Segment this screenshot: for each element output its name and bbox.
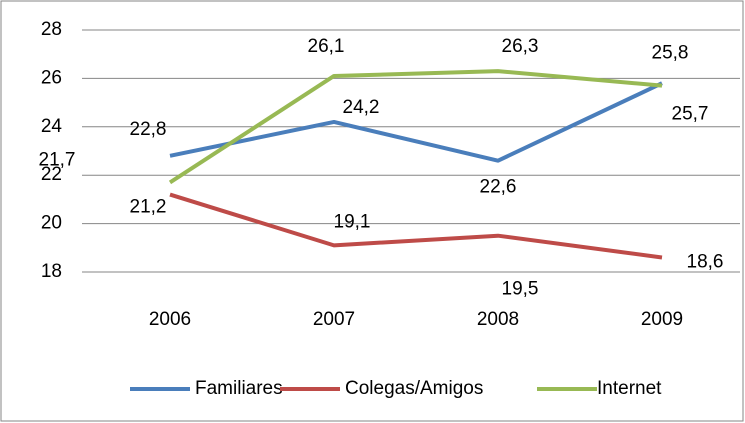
data-label: 19,5 bbox=[502, 279, 539, 300]
data-label: 21,7 bbox=[39, 149, 76, 170]
legend-label: Colegas/Amigos bbox=[345, 378, 483, 399]
series-line bbox=[168, 69, 663, 185]
x-tick-label: 2006 bbox=[149, 309, 191, 330]
x-tick-label: 2008 bbox=[477, 309, 519, 330]
series-line bbox=[169, 192, 663, 260]
data-label: 25,8 bbox=[652, 42, 689, 63]
data-label: 25,7 bbox=[672, 104, 709, 125]
x-tick-label: 2009 bbox=[641, 309, 683, 330]
x-tick-label: 2007 bbox=[313, 309, 355, 330]
data-label: 22,6 bbox=[480, 177, 517, 198]
data-label: 26,1 bbox=[308, 36, 345, 57]
legend-label: Internet bbox=[597, 378, 662, 399]
data-label: 19,1 bbox=[334, 211, 371, 232]
data-label: 26,3 bbox=[502, 36, 539, 57]
data-label: 24,2 bbox=[343, 97, 380, 118]
y-tick-label: 22 bbox=[41, 164, 62, 185]
series-line bbox=[169, 81, 663, 163]
data-label: 18,6 bbox=[687, 251, 724, 272]
data-label: 21,2 bbox=[130, 197, 167, 218]
y-tick-label: 28 bbox=[41, 19, 62, 40]
y-tick-label: 24 bbox=[41, 116, 63, 137]
y-tick-label: 18 bbox=[41, 261, 62, 282]
y-tick-label: 26 bbox=[41, 67, 62, 88]
data-label: 22,8 bbox=[130, 119, 167, 140]
legend-label: Familiares bbox=[195, 378, 283, 399]
y-tick-label: 20 bbox=[41, 213, 62, 234]
